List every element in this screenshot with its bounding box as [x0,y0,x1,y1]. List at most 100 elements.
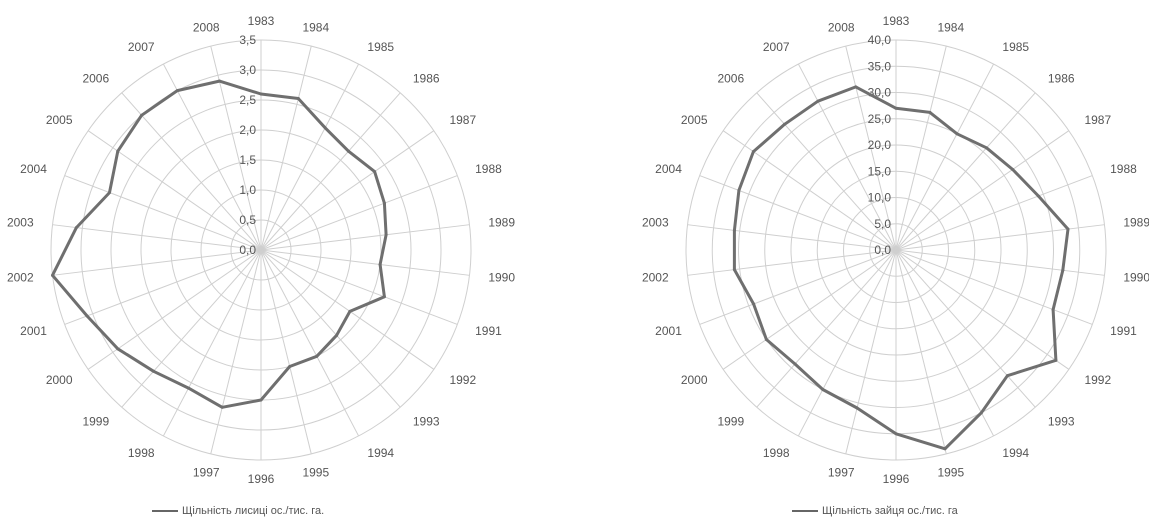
hare-spoke [722,249,897,370]
fox-data-point [140,113,144,117]
hare-radial-tick-label: 15,0 [868,164,892,178]
fox-spoke [52,249,262,276]
hare-category-label: 2007 [763,40,790,54]
hare-category-label: 2008 [828,21,855,35]
hare-radial-tick-label: 40,0 [868,33,892,47]
fox-legend-label: Щільність лисиці ос./тис. га. [182,505,325,517]
hare-radial-tick-label: 30,0 [868,86,892,100]
fox-data-point [51,273,55,277]
hare-spoke [895,63,995,251]
fox-data-point [323,126,327,130]
fox-data-point [152,369,156,373]
fox-spoke [260,249,470,276]
hare-category-label: 2004 [655,162,682,176]
hare-radial-tick-label: 25,0 [868,112,892,126]
fox-category-label: 1989 [488,215,515,229]
fox-data-point [348,309,352,313]
hare-data-point [1054,358,1058,362]
hare-category-label: 1983 [883,14,910,28]
fox-spoke [162,63,262,251]
hare-spoke [699,175,897,251]
hare-data-point [752,302,756,306]
fox-radial-tick-label: 0,0 [239,243,256,257]
hare-data-point [1051,308,1055,312]
fox-spoke [260,249,360,437]
hare-radial-tick-label: 0,0 [874,243,891,257]
hare-category-label: 1999 [717,414,744,428]
fox-spoke [162,249,262,437]
hare-data-point [1061,268,1065,272]
fox-spoke [121,92,262,251]
fox-radial-tick-label: 2,0 [239,123,256,137]
hare-radial-tick-label: 5,0 [874,217,891,231]
fox-series-line [51,79,388,409]
fox-spoke [260,249,401,408]
hare-data-point [1011,167,1015,171]
fox-radar-svg: 0,0 0,5 1,0 1,5 2,0 2,5 3,0 3,5 1983 1984 1985 1986… [7,14,515,486]
fox-category-label: 1993 [413,414,440,428]
hare-data-point [821,387,825,391]
hare-radial-tick-label: 20,0 [868,138,892,152]
fox-radial-tick-label: 3,0 [239,63,256,77]
hare-data-point [855,406,859,410]
fox-category-label: 1983 [248,14,275,28]
hare-category-label: 1994 [1002,446,1029,460]
hare-spoke [895,249,947,455]
fox-spoke [260,130,435,251]
fox-data-point [382,201,386,205]
hare-series-line [732,85,1070,451]
fox-category-label: 1995 [302,465,329,479]
fox-radial-tick-label: 2,5 [239,93,256,107]
hare-spoke [895,130,1070,251]
hare-data-point [732,228,736,232]
hare-spoke [797,63,897,251]
fox-legend-swatch [152,510,178,512]
fox-category-label: 2005 [46,113,73,127]
fox-data-point [378,262,382,266]
hare-spoke [895,224,1105,251]
hare-spoke [895,249,1070,370]
fox-radial-tick-label: 1,0 [239,183,256,197]
fox-category-label: 2007 [128,40,155,54]
fox-data-point [220,405,224,409]
fox-data-point [116,149,120,153]
hare-data-point [894,106,898,110]
hare-legend: Щільність зайця ос./тис. га [792,503,958,519]
hare-data-point [894,432,898,436]
hare-radar-svg: 0,0 5,0 10,0 15,0 20,0 25,0 30,0 35,0 40,0 1983 19… [642,14,1149,486]
fox-category-label: 1994 [367,446,394,460]
hare-radial-tick-label: 35,0 [868,59,892,73]
fox-data-point [259,92,263,96]
hare-category-label: 1993 [1048,414,1075,428]
fox-spoke [260,249,458,325]
fox-data-point [373,170,377,174]
hare-legend-swatch [792,510,818,512]
hare-data-point [985,146,989,150]
fox-category-label: 1987 [449,113,476,127]
hare-data-point [732,268,736,272]
fox-data-point [175,89,179,93]
hare-data-point [1036,194,1040,198]
fox-category-label: 1988 [475,162,502,176]
hare-spoke [845,249,897,455]
fox-spoke [260,45,312,251]
hare-radial-tick-label: 10,0 [868,191,892,205]
hare-density-radar-chart: 0,0 5,0 10,0 15,0 20,0 25,0 30,0 35,0 40,0 1983 19… [580,0,1149,520]
fox-data-point [259,398,263,402]
hare-category-label: 2001 [655,324,682,338]
fox-spoke [260,63,360,251]
hare-data-point [928,110,932,114]
fox-category-label: 2003 [7,215,34,229]
hare-spoke [845,45,897,251]
hare-spoke [687,224,897,251]
fox-spoke [121,249,262,408]
hare-data-point [737,188,741,192]
hare-category-label: 1989 [1123,215,1149,229]
fox-spoke [210,249,262,455]
hare-data-point [979,411,983,415]
fox-density-radar-chart: 0,0 0,5 1,0 1,5 2,0 2,5 3,0 3,5 1983 1984 1985 1986… [0,0,560,520]
fox-category-label: 1985 [367,40,394,54]
hare-data-point [955,132,959,136]
hare-data-point [793,362,797,366]
hare-spoke [797,249,897,437]
